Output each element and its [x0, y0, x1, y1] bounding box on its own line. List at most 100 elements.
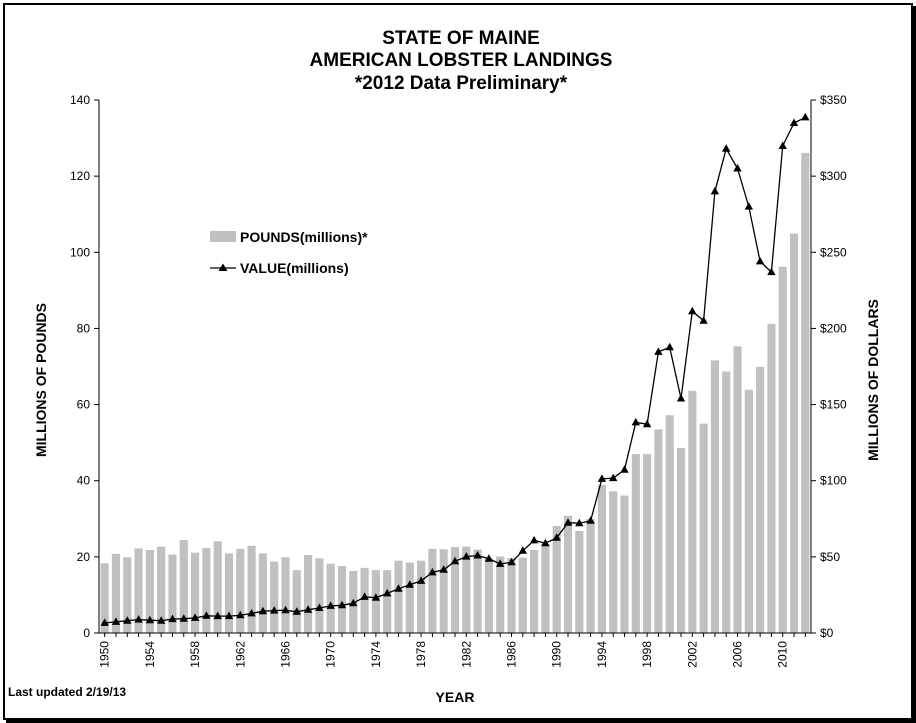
value-point-1970 [326, 601, 335, 609]
bar-1951 [111, 553, 121, 633]
bar-1975 [383, 570, 392, 633]
bar-2010 [778, 266, 787, 633]
left-tick-label: 40 [77, 474, 91, 488]
x-tick-label-1998: 1998 [640, 641, 654, 668]
value-point-1985 [496, 559, 505, 567]
value-point-1961 [224, 611, 234, 620]
value-point-1971 [337, 600, 347, 609]
bar-2007 [744, 389, 753, 633]
bar-1959 [202, 548, 211, 633]
value-point-1991 [563, 518, 573, 526]
value-point-1954 [145, 615, 155, 624]
value-point-1956 [168, 614, 177, 623]
bar-1971 [337, 565, 347, 633]
x-tick-label-1970: 1970 [324, 641, 338, 668]
right-tick-label: $300 [820, 169, 847, 183]
value-point-1964 [258, 606, 268, 615]
bar-1956 [168, 554, 177, 633]
bar-1974 [371, 570, 380, 633]
value-point-1968 [303, 605, 313, 613]
left-tick-label: 80 [77, 321, 91, 335]
value-point-1978 [416, 576, 426, 584]
value-point-1960 [213, 611, 222, 620]
value-point-1967 [292, 607, 301, 615]
value-point-1997 [631, 417, 640, 426]
right-tick-label: $200 [820, 321, 847, 335]
x-tick-label-2010: 2010 [776, 641, 790, 668]
bar-1997 [631, 454, 640, 633]
value-point-1969 [315, 603, 324, 611]
bar-1986 [507, 557, 516, 633]
bar-1992 [575, 530, 584, 633]
value-point-2002 [688, 306, 697, 315]
value-point-2005 [722, 144, 731, 152]
bar-1960 [213, 541, 222, 633]
x-tick-label-1990: 1990 [550, 641, 564, 668]
value-point-1981 [450, 556, 460, 565]
left-tick-label: 120 [70, 169, 90, 183]
bar-1965 [270, 561, 279, 633]
bar-1996 [620, 495, 629, 633]
last-updated-note: Last updated 2/19/13 [8, 685, 126, 699]
value-point-1957 [179, 614, 188, 622]
bar-1976 [394, 560, 403, 633]
x-tick-label-1950: 1950 [98, 641, 112, 668]
value-point-2000 [665, 342, 674, 351]
left-tick-label: 60 [77, 398, 91, 412]
x-tick-label-1974: 1974 [369, 641, 383, 668]
left-tick-label: 100 [70, 245, 90, 259]
value-point-2009 [767, 267, 776, 276]
bar-1953 [134, 548, 143, 633]
value-point-1993 [586, 516, 595, 524]
bar-2006 [733, 346, 742, 633]
bar-1995 [609, 491, 618, 633]
left-tick-label: 0 [83, 626, 90, 640]
left-tick-label: 140 [70, 93, 90, 107]
x-tick-label-2002: 2002 [685, 641, 699, 668]
bar-1957 [179, 540, 188, 633]
value-point-2003 [699, 316, 708, 324]
bar-1962 [236, 548, 245, 633]
chart-title-line-2: AMERICAN LOBSTER LANDINGS [310, 50, 613, 71]
x-tick-label-1986: 1986 [505, 641, 519, 668]
bar-1961 [224, 553, 234, 633]
value-point-1950 [100, 618, 109, 626]
x-tick-label-1966: 1966 [278, 641, 292, 668]
x-tick-label-1954: 1954 [143, 641, 157, 668]
value-point-1986 [507, 557, 516, 566]
bar-1998 [643, 454, 652, 633]
bar-1987 [518, 557, 527, 633]
bar-1981 [450, 546, 460, 633]
bar-1950 [100, 563, 109, 633]
value-point-1980 [439, 565, 448, 573]
bar-1968 [304, 554, 313, 633]
value-point-1951 [111, 617, 121, 625]
value-point-2001 [676, 394, 686, 402]
bar-1969 [315, 558, 324, 633]
bar-1980 [439, 549, 448, 633]
right-axis-label: MILLIONS OF DOLLARS [865, 299, 881, 461]
value-point-1962 [236, 610, 245, 619]
value-point-1966 [281, 605, 290, 614]
value-point-1982 [462, 552, 471, 560]
bar-2009 [767, 323, 776, 633]
bar-1991 [563, 515, 573, 633]
value-point-2010 [778, 141, 787, 149]
legend-swatch-pounds [210, 231, 236, 242]
value-point-2007 [744, 202, 753, 210]
right-tick-label: $0 [820, 626, 834, 640]
chart-title-line-3: *2012 Data Preliminary* [355, 73, 568, 94]
x-tick-label-1982: 1982 [459, 641, 473, 668]
value-point-1965 [270, 606, 279, 614]
right-tick-label: $150 [820, 398, 847, 412]
value-point-1953 [134, 615, 143, 623]
bar-2003 [699, 423, 708, 633]
bar-1954 [145, 550, 154, 633]
legend-label-value: VALUE(millions) [240, 260, 349, 276]
value-point-1994 [597, 474, 607, 482]
bar-1958 [190, 552, 200, 633]
value-point-1998 [642, 419, 652, 428]
chart-title-line-1: STATE OF MAINE [382, 28, 540, 49]
bar-1973 [360, 567, 369, 633]
bar-1993 [586, 519, 595, 633]
